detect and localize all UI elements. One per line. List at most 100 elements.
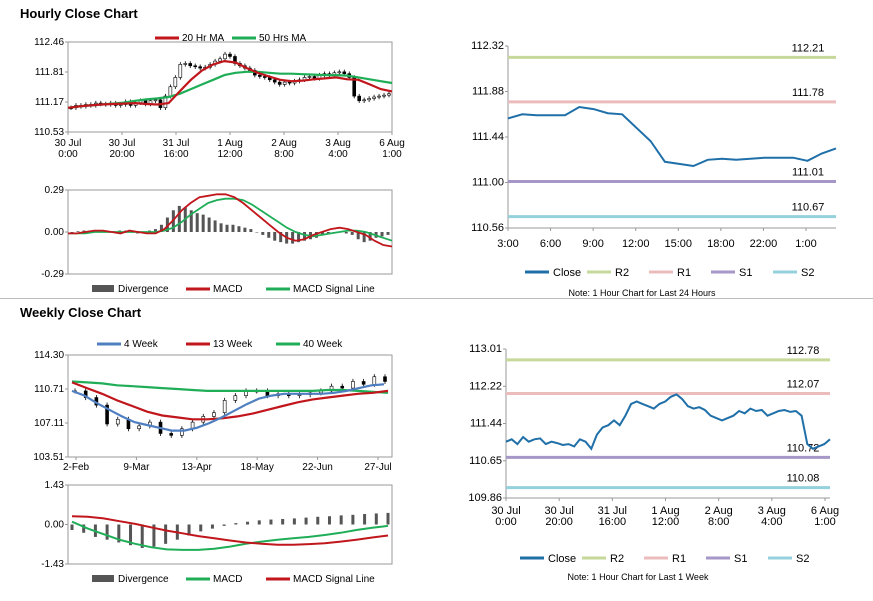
weekly-chart-title: Weekly Close Chart bbox=[20, 305, 142, 320]
hourly-price-ytick: 112.46 bbox=[34, 37, 64, 48]
weekly-price-candle-body bbox=[180, 428, 184, 436]
weekly-levels-xtick: 6 Aug 1:00 bbox=[811, 505, 839, 528]
weekly-price-candle-body bbox=[233, 395, 238, 401]
weekly-levels-legend-label: R1 bbox=[672, 553, 686, 565]
hourly-price-candle-body bbox=[377, 95, 381, 98]
weekly-macd-divergence-bar bbox=[117, 524, 121, 543]
weekly-macd-signal-line bbox=[71, 515, 389, 546]
weekly-price-ytick: 103.51 bbox=[33, 452, 64, 463]
hourly-price-candle-body bbox=[362, 99, 366, 102]
hourly-price-candle-body bbox=[153, 99, 158, 102]
hourly-price-candle-body bbox=[228, 53, 232, 57]
hourly-levels-xtick: 6:00 bbox=[540, 238, 561, 250]
hourly-macd-divergence-bar bbox=[356, 232, 360, 240]
hourly-price-candle-body bbox=[277, 81, 282, 85]
hourly-price-candle-body bbox=[188, 63, 193, 67]
weekly-price-ytick: 110.71 bbox=[34, 384, 64, 395]
weekly-macd-ytick: 1.43 bbox=[45, 480, 65, 491]
weekly-macd-ytick: -1.43 bbox=[41, 559, 64, 570]
weekly-macd-divergence-bar bbox=[386, 512, 390, 525]
hourly-50hr-ma-line bbox=[67, 70, 393, 109]
hourly-macd-divergence-bar bbox=[350, 232, 354, 235]
weekly-legend-13week-label: 13 Week bbox=[213, 339, 253, 350]
hourly-chart-title: Hourly Close Chart bbox=[20, 6, 138, 21]
weekly-price-xtick: 9-Mar bbox=[123, 462, 150, 473]
hourly-legend-50hr-label: 50 Hrs MA bbox=[259, 33, 307, 44]
weekly-40week-line bbox=[71, 380, 389, 394]
hourly-macd-divergence-bar bbox=[213, 220, 217, 232]
weekly-price-candle-body bbox=[212, 412, 216, 417]
hourly-macd-divergence-bar bbox=[189, 210, 193, 232]
hourly-macd-divergence-bar bbox=[368, 232, 372, 241]
hourly-macd-signal-line bbox=[68, 197, 393, 242]
hourly-macd-divergence-bar bbox=[153, 229, 157, 232]
hourly-levels-legend-label: S1 bbox=[739, 267, 752, 279]
hourly-macd-line bbox=[68, 193, 393, 248]
weekly-price-xtick: 18-May bbox=[241, 462, 274, 473]
hourly-levels-legend-label: S2 bbox=[801, 267, 814, 279]
hourly-price-candle-body bbox=[287, 81, 292, 84]
hourly-macd-divergence-bar bbox=[279, 232, 283, 243]
weekly-macd-divergence-bar bbox=[222, 524, 226, 526]
weekly-macd-divergence-bar bbox=[363, 514, 367, 525]
section-divider bbox=[0, 298, 873, 299]
hourly-macd-divergence-bar bbox=[255, 232, 259, 233]
weekly-price-candle-body bbox=[340, 385, 345, 389]
hourly-20hr-ma-line bbox=[67, 59, 393, 109]
weekly-levels-xtick: 30 Jul 20:00 bbox=[544, 505, 573, 528]
weekly-levels-level-label-r1: 112.07 bbox=[787, 378, 820, 390]
hourly-price-candle-body bbox=[307, 76, 312, 78]
weekly-price-frame bbox=[67, 354, 393, 458]
hourly-macd-ytick: -0.29 bbox=[41, 269, 64, 280]
hourly-price-ytick: 110.53 bbox=[34, 127, 64, 138]
hourly-price-candle-body bbox=[382, 94, 386, 97]
hourly-macd-divergence-bar bbox=[177, 205, 181, 232]
hourly-macd-legend-divergence-label: Divergence bbox=[118, 284, 169, 295]
weekly-levels-level-label-r2: 112.78 bbox=[787, 345, 820, 357]
hourly-macd-divergence-bar bbox=[231, 224, 235, 232]
hourly-price-candle-body bbox=[198, 66, 202, 69]
weekly-macd-divergence-bar bbox=[129, 524, 133, 546]
weekly-macd-divergence-bar bbox=[234, 523, 238, 525]
weekly-macd-divergence-bar bbox=[187, 524, 191, 536]
hourly-macd-divergence-bar bbox=[320, 232, 324, 235]
weekly-price-candle-body bbox=[105, 404, 109, 425]
weekly-macd-divergence-bar bbox=[152, 524, 156, 547]
hourly-macd-divergence-bar bbox=[273, 232, 277, 241]
weekly-macd-frame bbox=[67, 484, 393, 565]
hourly-macd-divergence-bar bbox=[219, 223, 223, 232]
hourly-levels-xtick: 12:00 bbox=[622, 238, 650, 250]
hourly-macd-divergence-bar bbox=[207, 217, 211, 232]
weekly-levels-ytick: 110.65 bbox=[469, 455, 502, 467]
hourly-levels-ytick: 111.44 bbox=[472, 131, 504, 143]
hourly-price-xtick: 6 Aug 1:00 bbox=[379, 138, 405, 160]
hourly-macd-divergence-bar bbox=[326, 232, 330, 234]
weekly-macd-divergence-bar bbox=[140, 524, 144, 548]
weekly-price-xtick: 13-Apr bbox=[182, 462, 213, 473]
weekly-macd-divergence-bar bbox=[339, 515, 343, 525]
weekly-levels-legend-label: S1 bbox=[734, 553, 747, 565]
weekly-levels-level-label-s1: 110.72 bbox=[787, 442, 820, 454]
hourly-macd-legend-divergence-swatch bbox=[92, 285, 114, 292]
hourly-price-candle-body bbox=[173, 77, 178, 88]
weekly-macd-divergence-bar bbox=[304, 517, 308, 525]
weekly-levels-ytick: 111.44 bbox=[470, 418, 502, 430]
hourly-macd-divergence-bar bbox=[297, 232, 301, 243]
weekly-levels-ytick: 109.86 bbox=[468, 492, 502, 504]
hourly-macd-divergence-bar bbox=[159, 224, 163, 232]
hourly-levels-xtick: 22:00 bbox=[750, 238, 778, 250]
weekly-price-candle-body bbox=[351, 381, 355, 389]
weekly-price-candle-body bbox=[169, 433, 174, 436]
weekly-macd-divergence-bar bbox=[351, 514, 355, 525]
hourly-levels-xtick: 15:00 bbox=[665, 238, 693, 250]
hourly-levels-note: Note: 1 Hour Chart for Last 24 Hours bbox=[568, 288, 716, 298]
hourly-levels-level-label-r2: 112.21 bbox=[792, 42, 825, 54]
weekly-price-candle-body bbox=[222, 400, 227, 413]
hourly-levels-xtick: 3:00 bbox=[497, 238, 518, 250]
weekly-price-xtick: 2-Feb bbox=[63, 462, 90, 473]
weekly-levels-ytick: 113.01 bbox=[469, 343, 502, 355]
weekly-macd-legend-macd-label: MACD bbox=[213, 574, 242, 585]
hourly-price-candle-body bbox=[258, 74, 262, 77]
hourly-macd-ytick: 0.00 bbox=[45, 227, 65, 238]
weekly-macd-divergence-bar bbox=[374, 513, 378, 525]
